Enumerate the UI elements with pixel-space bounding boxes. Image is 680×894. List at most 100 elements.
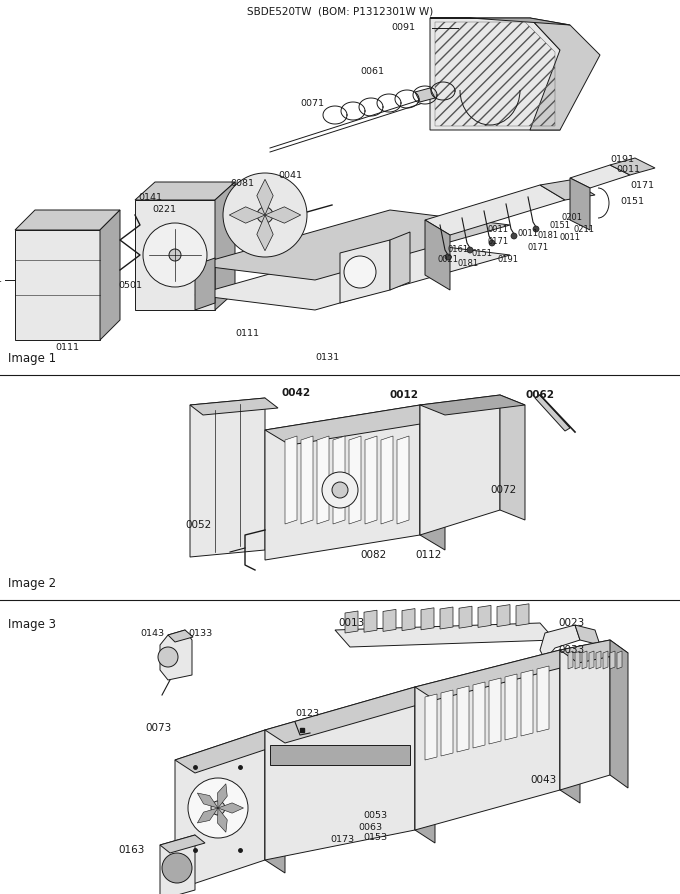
Polygon shape (265, 687, 435, 743)
Polygon shape (265, 730, 285, 873)
Circle shape (158, 647, 178, 667)
Circle shape (322, 472, 358, 508)
Polygon shape (257, 215, 273, 250)
Circle shape (188, 778, 248, 838)
Polygon shape (265, 405, 445, 445)
Text: 0072: 0072 (490, 485, 516, 495)
Polygon shape (195, 258, 215, 310)
Polygon shape (135, 182, 235, 200)
Text: 0111: 0111 (235, 328, 259, 338)
Polygon shape (540, 180, 595, 200)
Polygon shape (603, 651, 608, 669)
Polygon shape (195, 240, 510, 310)
Polygon shape (218, 784, 227, 808)
Text: 0173: 0173 (330, 836, 354, 845)
Polygon shape (317, 436, 329, 524)
Text: 0042: 0042 (282, 388, 311, 398)
Text: Image 2: Image 2 (8, 577, 56, 590)
Text: 0143: 0143 (140, 628, 164, 637)
Circle shape (257, 207, 273, 223)
Text: 0161: 0161 (447, 246, 468, 255)
Text: 0141: 0141 (138, 193, 162, 203)
Circle shape (445, 254, 451, 260)
Polygon shape (457, 686, 469, 752)
Circle shape (533, 226, 539, 232)
Polygon shape (229, 207, 265, 224)
Text: 0011: 0011 (616, 165, 640, 174)
Polygon shape (560, 640, 628, 663)
Polygon shape (160, 835, 195, 894)
Text: 0063: 0063 (358, 822, 382, 831)
Text: 0041: 0041 (278, 171, 302, 180)
Polygon shape (575, 651, 580, 669)
Circle shape (467, 247, 473, 253)
Polygon shape (218, 803, 243, 814)
Text: 0052: 0052 (185, 520, 211, 530)
Text: 0221: 0221 (152, 206, 176, 215)
Polygon shape (560, 640, 610, 790)
Bar (270, 745, 410, 765)
Polygon shape (441, 690, 453, 756)
Polygon shape (575, 625, 600, 645)
Polygon shape (257, 180, 273, 215)
Polygon shape (505, 674, 517, 740)
Polygon shape (160, 835, 205, 853)
Polygon shape (415, 687, 435, 843)
Polygon shape (478, 605, 491, 628)
Polygon shape (610, 640, 628, 788)
Polygon shape (473, 682, 485, 748)
Circle shape (211, 801, 225, 815)
Text: 0011: 0011 (517, 230, 538, 239)
Text: 0061: 0061 (360, 68, 384, 77)
Polygon shape (415, 88, 435, 102)
Circle shape (344, 256, 376, 288)
Text: 0501: 0501 (118, 281, 142, 290)
Circle shape (489, 240, 495, 246)
Polygon shape (190, 398, 278, 415)
Polygon shape (459, 606, 472, 628)
Text: 0112: 0112 (415, 550, 441, 560)
Polygon shape (301, 436, 313, 524)
Polygon shape (497, 604, 510, 627)
Text: 0171: 0171 (527, 242, 548, 251)
Polygon shape (175, 730, 285, 773)
Polygon shape (540, 625, 580, 660)
Polygon shape (160, 630, 192, 680)
Text: 0101: 0101 (0, 275, 2, 284)
Polygon shape (381, 436, 393, 524)
Polygon shape (364, 611, 377, 632)
Polygon shape (365, 436, 377, 524)
Polygon shape (349, 436, 361, 524)
Polygon shape (440, 607, 453, 629)
Text: 0171: 0171 (487, 238, 508, 247)
Polygon shape (420, 395, 525, 415)
Text: 0163: 0163 (118, 845, 144, 855)
Polygon shape (285, 436, 297, 524)
Text: 0191: 0191 (610, 156, 634, 164)
Polygon shape (15, 230, 100, 340)
Text: 0013: 0013 (338, 618, 364, 628)
Polygon shape (582, 651, 587, 669)
Text: 0181: 0181 (537, 231, 558, 240)
Polygon shape (570, 165, 630, 188)
Text: 0082: 0082 (360, 550, 386, 560)
Polygon shape (421, 608, 434, 629)
Polygon shape (420, 405, 445, 550)
Polygon shape (390, 232, 410, 290)
Text: 0011: 0011 (487, 225, 508, 234)
Polygon shape (568, 651, 573, 669)
Circle shape (511, 233, 517, 239)
Polygon shape (425, 220, 450, 290)
Polygon shape (560, 650, 580, 803)
Polygon shape (195, 210, 510, 280)
Text: 0151: 0151 (550, 221, 571, 230)
Polygon shape (265, 405, 420, 560)
Polygon shape (15, 210, 120, 230)
Polygon shape (197, 808, 218, 823)
Polygon shape (218, 808, 227, 832)
Polygon shape (489, 678, 501, 744)
Circle shape (169, 249, 181, 261)
Polygon shape (589, 651, 594, 669)
Text: 0023: 0023 (558, 618, 584, 628)
Polygon shape (530, 18, 600, 130)
